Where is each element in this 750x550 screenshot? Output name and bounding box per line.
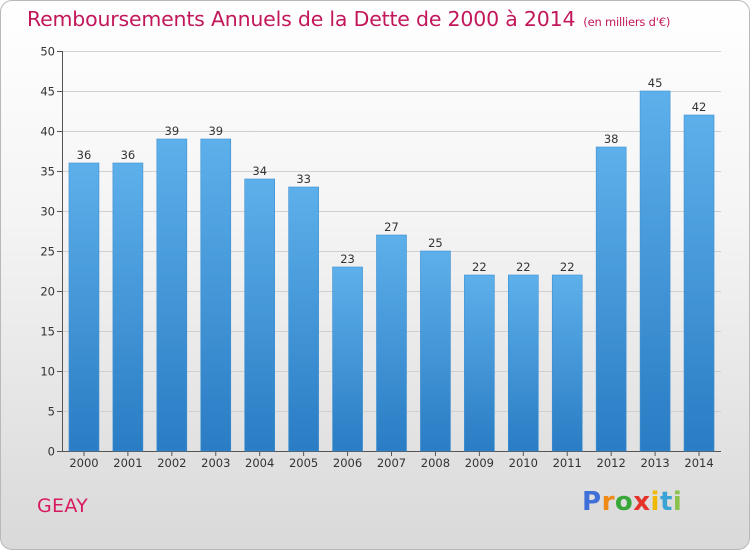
data-label: 39 (208, 124, 223, 138)
y-tick-label: 35 (40, 165, 55, 179)
data-label: 45 (648, 76, 663, 90)
x-tick-label: 2002 (157, 456, 186, 470)
y-tick-label: 50 (40, 45, 55, 59)
y-tick-label: 0 (48, 445, 55, 459)
y-tick-label: 40 (40, 125, 55, 139)
y-tick-label: 10 (40, 365, 55, 379)
commune-name: GEAY (37, 495, 89, 517)
data-label: 39 (165, 124, 180, 138)
y-tick-label: 5 (48, 405, 55, 419)
x-tick-label: 2000 (69, 456, 98, 470)
bar-2009 (464, 274, 495, 452)
axes: 0 5 10 15 20 25 30 35 40 45 50 2000 2001 2002 2003 2004… (40, 45, 721, 470)
bar-2004 (244, 178, 275, 452)
data-labels: 36 36 39 39 34 33 23 27 25 22 22 22 38 45 42 (77, 76, 707, 274)
proxiti-logo[interactable]: Proxiti (582, 487, 682, 517)
y-tick-label: 20 (40, 285, 55, 299)
x-tick-label: 2012 (597, 456, 626, 470)
data-label: 42 (692, 100, 707, 114)
x-tick-label: 2001 (113, 456, 142, 470)
x-tick-label: 2013 (640, 456, 669, 470)
x-tick-label: 2009 (465, 456, 494, 470)
x-tick-label: 2010 (509, 456, 538, 470)
x-tick-label: 2005 (289, 456, 318, 470)
bar-2006 (332, 266, 363, 452)
data-label: 22 (560, 260, 575, 274)
logo-letter: i (672, 487, 683, 517)
logo-letter: i (650, 487, 660, 517)
y-tick-label: 15 (40, 325, 55, 339)
bar-2002 (156, 138, 188, 452)
bar-2000 (68, 162, 100, 452)
bars (68, 90, 715, 452)
x-tick-label: 2004 (245, 456, 274, 470)
bar-2001 (112, 162, 144, 452)
x-tick-label: 2003 (201, 456, 230, 470)
x-tick-label: 2008 (421, 456, 450, 470)
x-tick-label: 2014 (684, 456, 713, 470)
y-tick-label: 25 (40, 245, 55, 259)
data-label: 36 (77, 148, 92, 162)
data-label: 34 (252, 164, 267, 178)
logo-letter: t (659, 487, 673, 517)
chart-title: Remboursements Annuels de la Dette de 20… (27, 7, 670, 31)
bar-2003 (200, 138, 232, 452)
bar-2011 (551, 274, 583, 452)
data-label: 23 (340, 252, 355, 266)
logo-letter: r (601, 487, 615, 517)
data-label: 25 (428, 236, 443, 250)
x-tick-label: 2006 (333, 456, 362, 470)
logo-letter: x (633, 487, 651, 517)
bar-2008 (420, 250, 451, 452)
bar-2014 (683, 114, 715, 452)
data-label: 33 (296, 172, 311, 186)
data-label: 38 (604, 132, 619, 146)
y-tick-label: 45 (40, 85, 55, 99)
bar-2005 (288, 186, 319, 452)
data-label: 22 (472, 260, 487, 274)
logo-letter: o (614, 487, 634, 517)
x-tick-label: 2011 (553, 456, 582, 470)
chart-title-text: Remboursements Annuels de la Dette de 20… (27, 7, 576, 31)
data-label: 27 (384, 220, 399, 234)
bar-2010 (507, 274, 539, 452)
x-tick-label: 2007 (377, 456, 406, 470)
chart-unit: (en milliers d'€) (583, 15, 671, 29)
bar-2013 (639, 90, 671, 452)
bar-2007 (376, 234, 407, 452)
bar-2012 (595, 146, 627, 452)
y-tick-label: 30 (40, 205, 55, 219)
data-label: 36 (121, 148, 136, 162)
logo-letter: P (582, 487, 602, 517)
data-label: 22 (516, 260, 531, 274)
